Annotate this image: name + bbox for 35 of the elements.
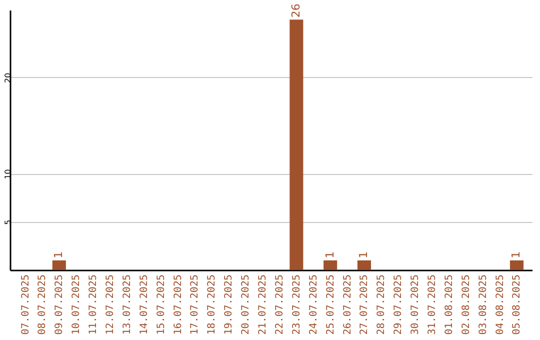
x-tick-label: 10.07.2025: [71, 274, 82, 335]
x-tick-label: 11.07.2025: [88, 274, 100, 335]
x-tick-label: 20.07.2025: [240, 274, 252, 335]
x-tick-label: 27.07.2025: [359, 274, 370, 335]
x-tick-label: 08.07.2025: [37, 274, 48, 335]
x-tick-label: 24.07.2025: [308, 274, 320, 335]
x-tick-label: 16.07.2025: [172, 274, 184, 335]
data-label: 1: [510, 251, 523, 258]
x-tick-label: 07.07.2025: [20, 274, 32, 335]
x-tick-label: 13.07.2025: [122, 274, 133, 335]
x-tick-label: 22.07.2025: [274, 274, 286, 335]
x-tick-label: 05.08.2025: [512, 274, 523, 335]
x-tick-label: 28.07.2025: [376, 274, 388, 335]
x-tick-label: 03.08.2025: [478, 274, 489, 335]
x-tick-label: 01.08.2025: [444, 274, 455, 335]
x-tick-label: 14.07.2025: [138, 274, 150, 335]
x-tick-label: 31.07.2025: [427, 274, 438, 335]
x-tick-label: 23.07.2025: [291, 274, 302, 335]
x-tick-label: 04.08.2025: [494, 274, 506, 335]
data-label: 1: [357, 251, 370, 258]
x-tick-label: 18.07.2025: [206, 274, 218, 335]
data-label: 1: [323, 251, 336, 258]
x-tick-label: 12.07.2025: [104, 274, 116, 335]
x-tick-label: 09.07.2025: [54, 274, 66, 335]
data-label: 26: [289, 4, 302, 18]
x-tick-label: 30.07.2025: [410, 274, 422, 335]
data-label: 1: [52, 251, 66, 258]
x-tick-label: 19.07.2025: [224, 274, 235, 335]
x-tick-label: 02.08.2025: [460, 274, 472, 335]
x-tick-label: 26.07.2025: [342, 274, 354, 335]
x-tick-label: 15.07.2025: [156, 274, 167, 335]
x-tick-label: 25.07.2025: [325, 274, 336, 335]
x-tick-label: 29.07.2025: [393, 274, 404, 335]
x-tick-label: 21.07.2025: [258, 274, 269, 335]
x-tick-label: 17.07.2025: [190, 274, 201, 335]
